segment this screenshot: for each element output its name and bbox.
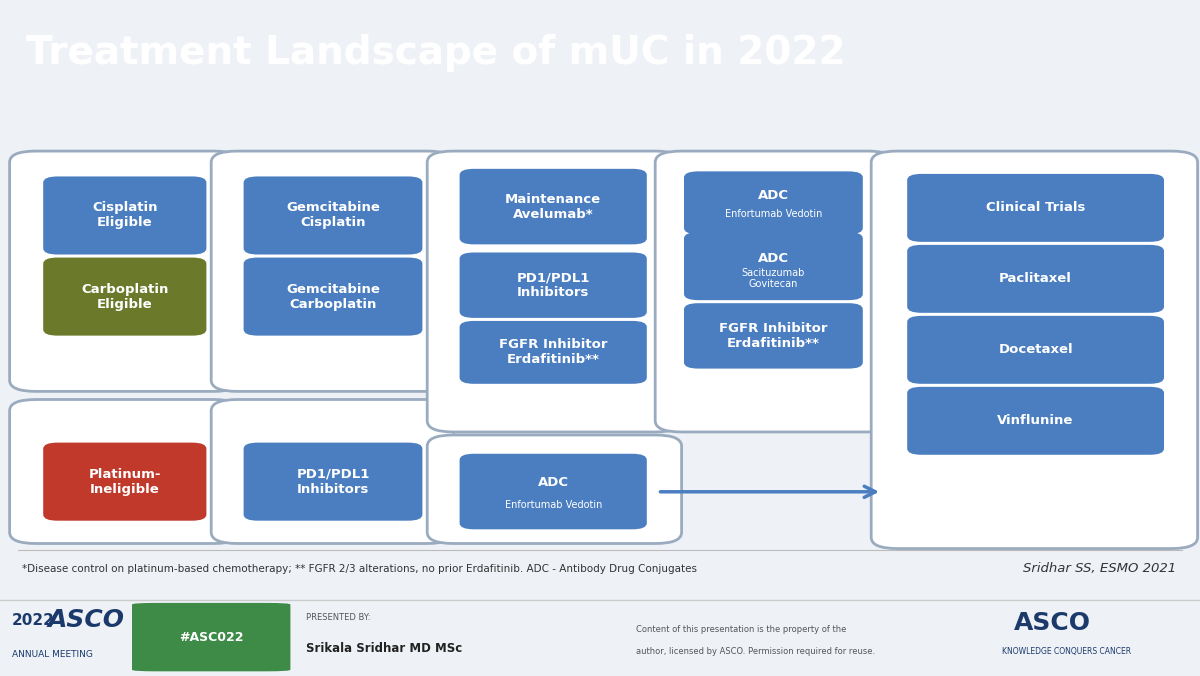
- Text: ADC: ADC: [758, 189, 788, 202]
- Text: ANNUAL MEETING: ANNUAL MEETING: [12, 650, 92, 658]
- FancyBboxPatch shape: [907, 316, 1164, 384]
- Text: Docetaxel: Docetaxel: [998, 343, 1073, 356]
- Text: PD1/PDL1
Inhibitors: PD1/PDL1 Inhibitors: [516, 271, 590, 299]
- Text: Sridhar SS, ESMO 2021: Sridhar SS, ESMO 2021: [1022, 562, 1176, 575]
- Text: KNOWLEDGE CONQUERS CANCER: KNOWLEDGE CONQUERS CANCER: [1002, 647, 1132, 656]
- Text: Enfortumab Vedotin: Enfortumab Vedotin: [504, 500, 602, 510]
- Text: #ASC022: #ASC022: [179, 631, 244, 644]
- FancyBboxPatch shape: [427, 435, 682, 544]
- FancyBboxPatch shape: [907, 174, 1164, 242]
- FancyBboxPatch shape: [460, 169, 647, 245]
- Text: Treatment Landscape of mUC in 2022: Treatment Landscape of mUC in 2022: [26, 34, 846, 72]
- Text: Content of this presentation is the property of the: Content of this presentation is the prop…: [636, 625, 846, 634]
- Text: *Disease control on platinum-based chemotherapy; ** FGFR 2/3 alterations, no pri: *Disease control on platinum-based chemo…: [22, 564, 696, 574]
- FancyBboxPatch shape: [871, 151, 1198, 549]
- Text: Maintenance
Avelumab*: Maintenance Avelumab*: [505, 193, 601, 220]
- FancyBboxPatch shape: [460, 253, 647, 318]
- FancyBboxPatch shape: [244, 258, 422, 335]
- Text: Cisplatin
Eligible: Cisplatin Eligible: [92, 201, 157, 229]
- FancyBboxPatch shape: [684, 233, 863, 300]
- FancyBboxPatch shape: [43, 443, 206, 521]
- Text: Enfortumab Vedotin: Enfortumab Vedotin: [725, 209, 822, 219]
- FancyBboxPatch shape: [211, 151, 454, 391]
- Text: FGFR Inhibitor
Erdafitinib**: FGFR Inhibitor Erdafitinib**: [719, 322, 828, 350]
- FancyBboxPatch shape: [211, 400, 454, 544]
- Text: Carboplatin
Eligible: Carboplatin Eligible: [82, 283, 168, 310]
- FancyBboxPatch shape: [10, 151, 240, 391]
- FancyBboxPatch shape: [907, 245, 1164, 313]
- Text: Vinflunine: Vinflunine: [997, 414, 1074, 427]
- Text: ASCO: ASCO: [1014, 611, 1091, 635]
- Text: Srikala Sridhar MD MSc: Srikala Sridhar MD MSc: [306, 642, 462, 655]
- Text: ASCO: ASCO: [48, 608, 125, 632]
- FancyBboxPatch shape: [43, 176, 206, 255]
- Text: Gemcitabine
Carboplatin: Gemcitabine Carboplatin: [286, 283, 380, 310]
- Text: ADC: ADC: [758, 252, 788, 265]
- FancyBboxPatch shape: [132, 603, 290, 671]
- Text: FGFR Inhibitor
Erdafitinib**: FGFR Inhibitor Erdafitinib**: [499, 339, 607, 366]
- FancyBboxPatch shape: [244, 443, 422, 521]
- Text: Clinical Trials: Clinical Trials: [986, 201, 1085, 214]
- Text: PRESENTED BY:: PRESENTED BY:: [306, 613, 371, 622]
- Text: Sacituzumab
Govitecan: Sacituzumab Govitecan: [742, 268, 805, 289]
- FancyBboxPatch shape: [460, 454, 647, 529]
- FancyBboxPatch shape: [684, 171, 863, 235]
- Text: PD1/PDL1
Inhibitors: PD1/PDL1 Inhibitors: [296, 468, 370, 496]
- Text: Paclitaxel: Paclitaxel: [1000, 272, 1072, 285]
- Text: author, licensed by ASCO. Permission required for reuse.: author, licensed by ASCO. Permission req…: [636, 647, 875, 656]
- FancyBboxPatch shape: [907, 387, 1164, 455]
- Text: ADC: ADC: [538, 476, 569, 489]
- FancyBboxPatch shape: [655, 151, 894, 432]
- FancyBboxPatch shape: [43, 258, 206, 335]
- FancyBboxPatch shape: [427, 151, 682, 432]
- Text: Platinum-
Ineligible: Platinum- Ineligible: [89, 468, 161, 496]
- Text: 2022: 2022: [12, 612, 55, 627]
- FancyBboxPatch shape: [684, 303, 863, 368]
- FancyBboxPatch shape: [244, 176, 422, 255]
- FancyBboxPatch shape: [10, 400, 240, 544]
- FancyBboxPatch shape: [460, 321, 647, 384]
- Text: Gemcitabine
Cisplatin: Gemcitabine Cisplatin: [286, 201, 380, 229]
